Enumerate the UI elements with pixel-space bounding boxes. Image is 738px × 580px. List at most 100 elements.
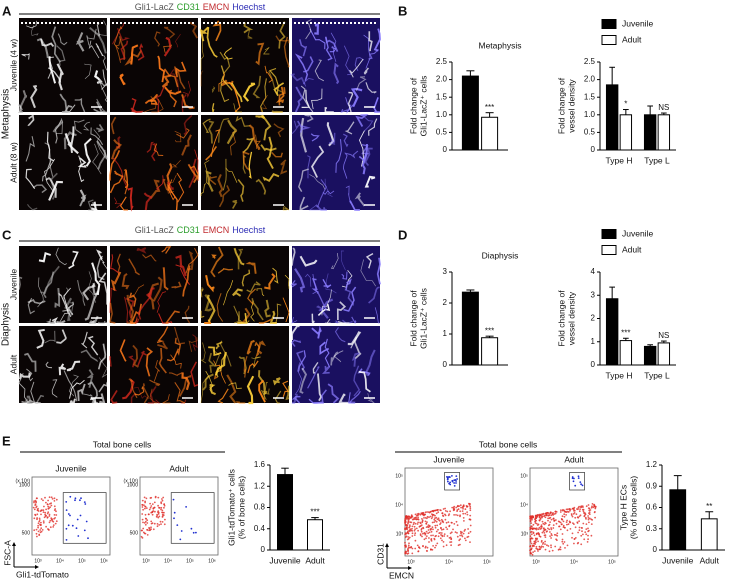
flow-event	[534, 527, 536, 530]
flow-event	[405, 532, 407, 535]
micrograph-structure	[40, 38, 55, 47]
micrograph-structure	[333, 350, 344, 363]
flow-event	[555, 522, 558, 525]
flow-event	[538, 526, 541, 529]
micrograph-structure	[73, 119, 85, 134]
micrograph-structure	[314, 59, 325, 82]
micrograph-structure	[176, 172, 185, 203]
flow-event	[594, 506, 597, 509]
micrograph-structure	[360, 259, 376, 287]
flow-plot-title: Juvenile	[433, 454, 464, 464]
micrograph-structure	[274, 390, 282, 404]
flow-event	[587, 527, 589, 530]
flow-event	[462, 512, 465, 515]
bar	[307, 519, 323, 551]
micrograph-structure	[211, 254, 217, 259]
flow-event	[529, 549, 531, 552]
micrograph-structure	[247, 288, 257, 305]
micrograph-structure	[272, 267, 279, 284]
flow-event	[407, 547, 409, 550]
micrograph-structure	[113, 170, 124, 178]
flow-y-label: FSC-A	[2, 540, 12, 566]
flow-event	[449, 541, 451, 543]
micrograph-structure	[168, 372, 183, 377]
flow-event	[430, 548, 432, 550]
flow-event	[407, 549, 409, 552]
flow-event	[164, 518, 166, 521]
flow-event	[156, 523, 159, 525]
flow-y-label: CD31	[375, 543, 385, 565]
micrograph-structure	[98, 272, 108, 305]
flow-event	[585, 523, 588, 525]
micrograph-structure	[205, 170, 214, 192]
flow-event	[40, 513, 42, 516]
flow-event	[547, 519, 549, 522]
y-tick-label: 2	[591, 314, 596, 323]
micrograph-structure	[328, 132, 336, 145]
micrograph-structure	[307, 155, 311, 179]
micrograph-structure	[222, 279, 234, 306]
micrograph-structure	[96, 20, 108, 37]
flow-event	[37, 522, 40, 525]
flow-event	[464, 512, 467, 515]
flow-event-gated	[572, 480, 575, 483]
flow-event	[573, 538, 576, 540]
flow-event	[50, 496, 53, 499]
micrograph-structure	[132, 344, 139, 368]
micrograph-structure	[163, 37, 172, 57]
flow-event	[148, 508, 151, 511]
flow-event	[552, 524, 555, 526]
flow-y-tick: 1000	[127, 482, 138, 488]
flow-event	[34, 514, 37, 517]
micrograph-structure	[237, 248, 244, 270]
micrograph-structure	[311, 313, 315, 324]
flow-event	[566, 544, 569, 547]
micrograph-structure	[69, 398, 76, 405]
flow-event	[407, 536, 410, 538]
flow-event	[436, 524, 439, 527]
flow-event	[578, 529, 581, 532]
micrograph-structure	[128, 377, 138, 399]
flow-event	[45, 508, 47, 511]
flow-event	[461, 535, 464, 538]
flow-event	[531, 537, 534, 540]
flow-event	[440, 509, 442, 512]
flow-event	[404, 518, 406, 520]
flow-event	[50, 504, 53, 507]
micrograph-structure	[188, 337, 198, 352]
flow-gate	[62, 492, 107, 544]
flow-event	[38, 519, 41, 521]
flow-event	[559, 511, 562, 513]
micrograph-structure	[45, 361, 53, 369]
flow-event	[533, 534, 536, 537]
micrograph-structure	[215, 341, 223, 350]
micrograph-structure	[298, 168, 309, 192]
micrograph-structure	[294, 86, 304, 113]
micrograph-structure	[167, 184, 178, 211]
micrograph-structure	[162, 267, 169, 291]
flow-event	[433, 537, 436, 540]
flow-event	[404, 546, 407, 548]
flow-event	[414, 518, 416, 521]
flow-x-tick: 10³	[407, 559, 415, 565]
flow-event	[414, 522, 417, 525]
flow-event	[538, 545, 541, 548]
micrograph-bg	[19, 246, 107, 323]
micrograph-structure	[217, 388, 229, 404]
micrograph-structure	[344, 121, 355, 135]
flow-event-gated	[180, 530, 183, 532]
flow-event	[581, 527, 583, 529]
micrograph-structure	[134, 316, 140, 325]
micrograph-structure	[321, 289, 332, 316]
micrograph-structure	[42, 271, 55, 299]
micrograph	[18, 326, 108, 405]
micrograph-structure	[273, 123, 285, 138]
legend-label: Adult	[622, 34, 642, 44]
micrograph-structure	[149, 379, 161, 387]
flow-event	[562, 542, 565, 545]
flow-plot-title: Adult	[169, 463, 189, 473]
flow-event	[141, 503, 144, 506]
region-label: Metaphysis	[1, 89, 12, 140]
flow-event	[577, 508, 579, 511]
flow-event	[154, 496, 157, 499]
